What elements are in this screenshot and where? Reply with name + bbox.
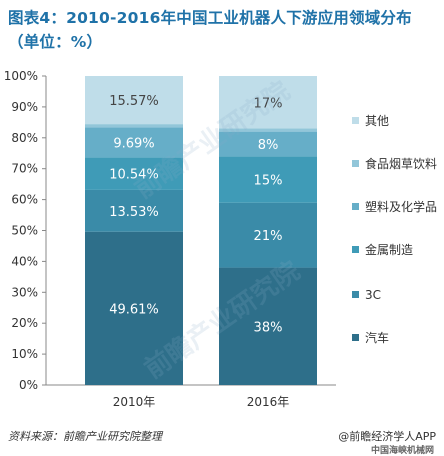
bar-segment: [219, 267, 317, 385]
bar-segment: [85, 157, 183, 190]
x-tick-label: 2010年: [113, 395, 156, 409]
source-note: 资料来源：前瞻产业研究院整理: [8, 430, 162, 443]
bar-segment: [219, 156, 317, 203]
legend-label: 食品烟草饮料: [365, 156, 437, 171]
legend-swatch: [352, 291, 359, 298]
legend-label: 其他: [365, 114, 389, 128]
bar-segment: [85, 231, 183, 385]
bar-segment: [85, 124, 183, 128]
data-label: 49.61%: [109, 302, 159, 317]
data-label: 13.53%: [109, 205, 159, 220]
y-tick-label: 0%: [19, 378, 38, 392]
y-tick-label: 100%: [4, 69, 38, 83]
data-label: 9.69%: [113, 136, 154, 151]
y-tick-label: 50%: [11, 224, 38, 238]
y-tick-label: 10%: [11, 347, 38, 361]
legend-label: 塑料及化学品: [365, 199, 437, 214]
legend-swatch: [352, 334, 359, 341]
data-label: 17%: [254, 96, 283, 111]
data-label: 8%: [258, 138, 279, 153]
brand-sub-label: 中国海峡机械网: [370, 446, 434, 456]
bar-segment: [219, 202, 317, 268]
bar-segment: [219, 76, 317, 129]
legend-swatch: [352, 246, 359, 253]
y-tick-label: 70%: [11, 162, 38, 176]
data-label: 38%: [254, 320, 283, 335]
bar-segment: [85, 127, 183, 158]
data-label: 21%: [254, 229, 283, 244]
bar-segment: [219, 128, 317, 132]
y-tick-label: 30%: [11, 285, 38, 299]
bar-segment: [85, 189, 183, 232]
y-tick-label: 80%: [11, 131, 38, 145]
legend-label: 3C: [365, 288, 381, 302]
legend-label: 金属制造: [365, 242, 413, 257]
y-tick-label: 60%: [11, 193, 38, 207]
y-tick-label: 90%: [11, 100, 38, 114]
data-label: 15%: [254, 174, 283, 189]
legend-label: 汽车: [365, 330, 389, 345]
bar-segment: [219, 131, 317, 157]
y-tick-label: 40%: [11, 254, 38, 268]
legend-swatch: [352, 117, 359, 124]
data-label: 10.54%: [109, 168, 159, 183]
data-label: 15.57%: [109, 94, 159, 109]
legend-swatch: [352, 203, 359, 210]
brand-label: @前瞻经济学人APP: [338, 430, 436, 443]
x-tick-label: 2016年: [247, 395, 290, 409]
legend-swatch: [352, 160, 359, 167]
chart-title: 图表4：2010-2016年中国工业机器人下游应用领域分布（单位：%）: [8, 9, 412, 51]
bar-segment: [85, 76, 183, 125]
y-tick-label: 20%: [11, 316, 38, 330]
